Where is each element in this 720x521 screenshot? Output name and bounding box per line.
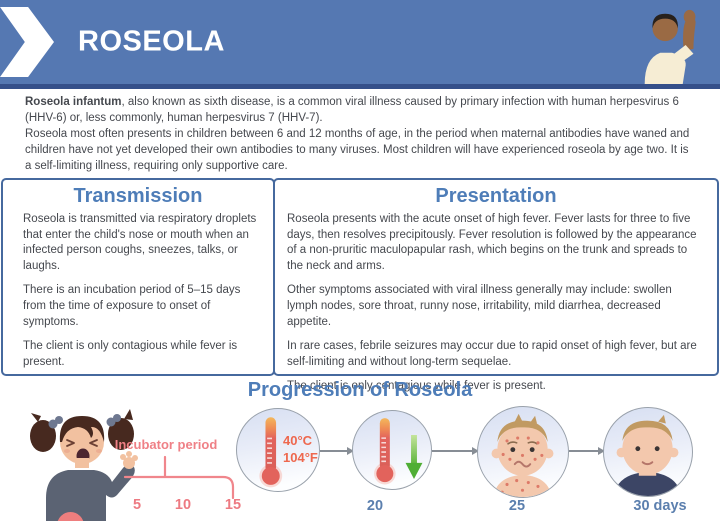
incubation-period-label: Incubator period — [114, 437, 218, 452]
high-fever-thermometer-icon — [254, 414, 290, 491]
timeline-day-15: 15 — [224, 497, 242, 513]
presentation-panel: Presentation Roseola presents with the a… — [273, 178, 719, 392]
timeline-day-25: 25 — [508, 498, 526, 514]
transmission-paragraph: The client is only contagious while feve… — [23, 340, 238, 368]
presentation-paragraph: In rare cases, febrile seizures may occu… — [287, 340, 697, 368]
fever-temperature: 40°C 104°F — [283, 433, 318, 467]
header: ROSEOLA — [0, 0, 720, 89]
presentation-paragraph: The client is only contagious while feve… — [287, 380, 546, 393]
intro-bold-lead: Roseola infantum — [25, 96, 122, 108]
intro-section: Roseola infantum, also known as sixth di… — [0, 89, 720, 176]
stage-recovered — [603, 407, 693, 497]
timeline-day-20: 20 — [366, 498, 384, 514]
intro-paragraph-1: Roseola infantum, also known as sixth di… — [25, 94, 696, 126]
presentation-title: Presentation — [435, 185, 557, 207]
arrow-connector-icon — [569, 447, 605, 455]
presentation-paragraph: Roseola presents with the acute onset of… — [287, 213, 697, 272]
virus-droplet-icon — [57, 512, 84, 521]
recovered-baby-icon — [604, 410, 691, 496]
arrow-connector-icon — [432, 447, 479, 455]
columns-section: Transmission Roseola is transmitted via … — [1, 178, 719, 392]
page-title: ROSEOLA — [78, 25, 225, 58]
temp-celsius: 40°C — [283, 433, 313, 448]
timeline-day-10: 10 — [174, 497, 192, 513]
timeline-day-30: 30 days — [633, 498, 687, 514]
baby-with-rash-icon — [478, 409, 567, 497]
stage-fever-resolves — [352, 410, 432, 490]
incubation-bracket — [115, 455, 240, 505]
chevron-right-icon — [0, 7, 54, 77]
green-down-arrow-icon — [405, 435, 423, 484]
arrow-connector-icon — [320, 447, 354, 455]
stage-high-fever: 40°C 104°F — [236, 408, 320, 492]
timeline-day-5: 5 — [132, 497, 142, 513]
transmission-paragraph: Roseola is transmitted via respiratory d… — [23, 213, 257, 272]
sneezing-girl-icon — [28, 400, 138, 521]
intro-p1-rest: , also known as sixth disease, is a comm… — [25, 96, 679, 124]
temp-fahrenheit: 104°F — [283, 449, 318, 465]
progression-title: Progression of Roseola — [247, 379, 473, 401]
transmission-panel: Transmission Roseola is transmitted via … — [1, 178, 275, 376]
presentation-paragraph: Other symptoms associated with viral ill… — [287, 284, 672, 328]
fever-dropping-thermometer-icon — [369, 415, 403, 489]
transmission-title: Transmission — [73, 185, 203, 207]
intro-paragraph-2: Roseola most often presents in children … — [25, 128, 690, 172]
waving-child-icon — [640, 6, 704, 89]
transmission-paragraph: There is an incubation period of 5–15 da… — [23, 284, 241, 328]
stage-rash — [477, 406, 569, 498]
